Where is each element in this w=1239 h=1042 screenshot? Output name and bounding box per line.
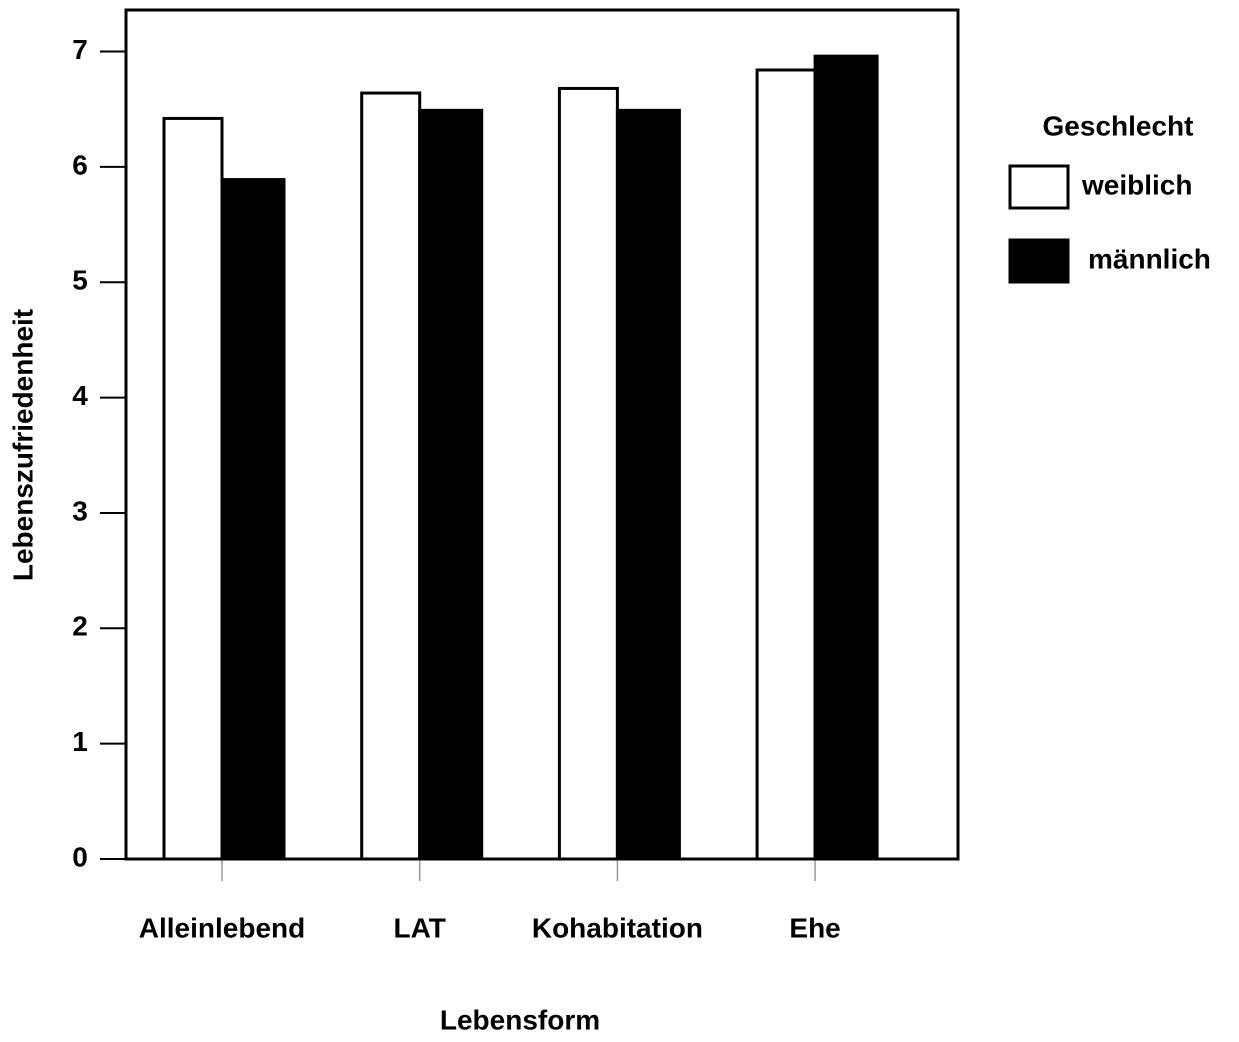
bar bbox=[755, 68, 817, 861]
bar bbox=[360, 91, 422, 861]
y-tick-label: 2 bbox=[72, 611, 88, 642]
y-tick-label: 6 bbox=[72, 149, 88, 180]
bar bbox=[418, 108, 484, 861]
x-axis-label: Lebensform bbox=[440, 1004, 600, 1035]
legend-title: Geschlecht bbox=[1043, 110, 1194, 141]
legend-swatch bbox=[1008, 238, 1070, 284]
x-tick-label: Ehe bbox=[789, 912, 840, 943]
y-tick-label: 1 bbox=[72, 726, 88, 757]
bar bbox=[557, 86, 619, 861]
x-tick-label: Alleinlebend bbox=[139, 912, 305, 943]
y-tick-label: 4 bbox=[72, 380, 88, 411]
plot-frame bbox=[124, 8, 960, 861]
y-tick-label: 7 bbox=[72, 34, 88, 65]
x-tick-label: Kohabitation bbox=[532, 912, 703, 943]
y-tick-label: 3 bbox=[72, 495, 88, 526]
bar bbox=[615, 108, 681, 861]
y-tick-label: 5 bbox=[72, 265, 88, 296]
y-tick-label: 0 bbox=[72, 841, 88, 872]
bar bbox=[813, 54, 879, 861]
legend-label: männlich bbox=[1088, 243, 1211, 274]
y-axis-label: Lebenszufriedenheit bbox=[7, 309, 38, 581]
x-tick-label: LAT bbox=[394, 912, 446, 943]
legend-swatch bbox=[1008, 164, 1070, 210]
bar bbox=[220, 178, 286, 861]
bar bbox=[162, 116, 224, 861]
legend-label: weiblich bbox=[1081, 169, 1192, 200]
